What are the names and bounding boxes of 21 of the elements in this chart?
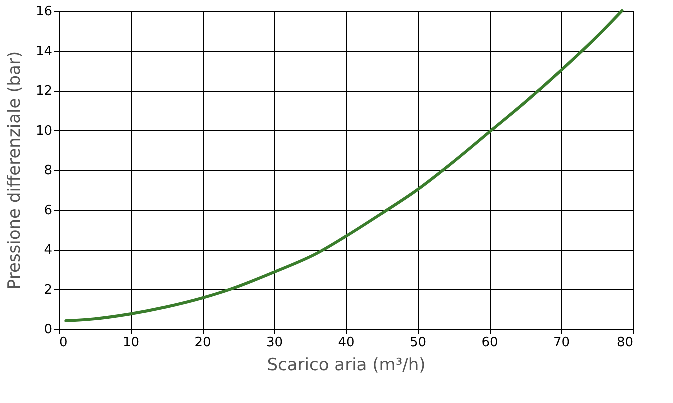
y-tick-label: 6 — [44, 203, 52, 218]
x-tick-label: 80 — [616, 336, 634, 350]
y-tick-label: 4 — [44, 243, 52, 258]
x-tick-label: 30 — [266, 336, 284, 350]
y-axis-title: Pressione differenziale (bar) — [4, 51, 25, 290]
x-tick-label: 20 — [194, 336, 212, 350]
y-tick-label: 14 — [36, 44, 52, 60]
x-axis-title: Scarico aria (m³/h) — [267, 356, 426, 376]
x-tick-label: 70 — [553, 336, 570, 350]
y-tick-label: 2 — [44, 282, 52, 298]
line-series — [64, 10, 624, 323]
y-tick-label: 16 — [36, 4, 52, 20]
x-tick-label: 40 — [338, 336, 355, 350]
x-tick-label: 10 — [122, 336, 140, 350]
y-tick-label: 12 — [36, 84, 52, 99]
x-tick-label: 0 — [60, 336, 68, 350]
y-tick-label: 10 — [36, 124, 52, 139]
x-tick-label: 60 — [482, 336, 498, 350]
y-tick-label: 8 — [44, 164, 52, 178]
y-tick-label: 0 — [44, 322, 52, 338]
x-tick-label: 50 — [410, 336, 427, 350]
